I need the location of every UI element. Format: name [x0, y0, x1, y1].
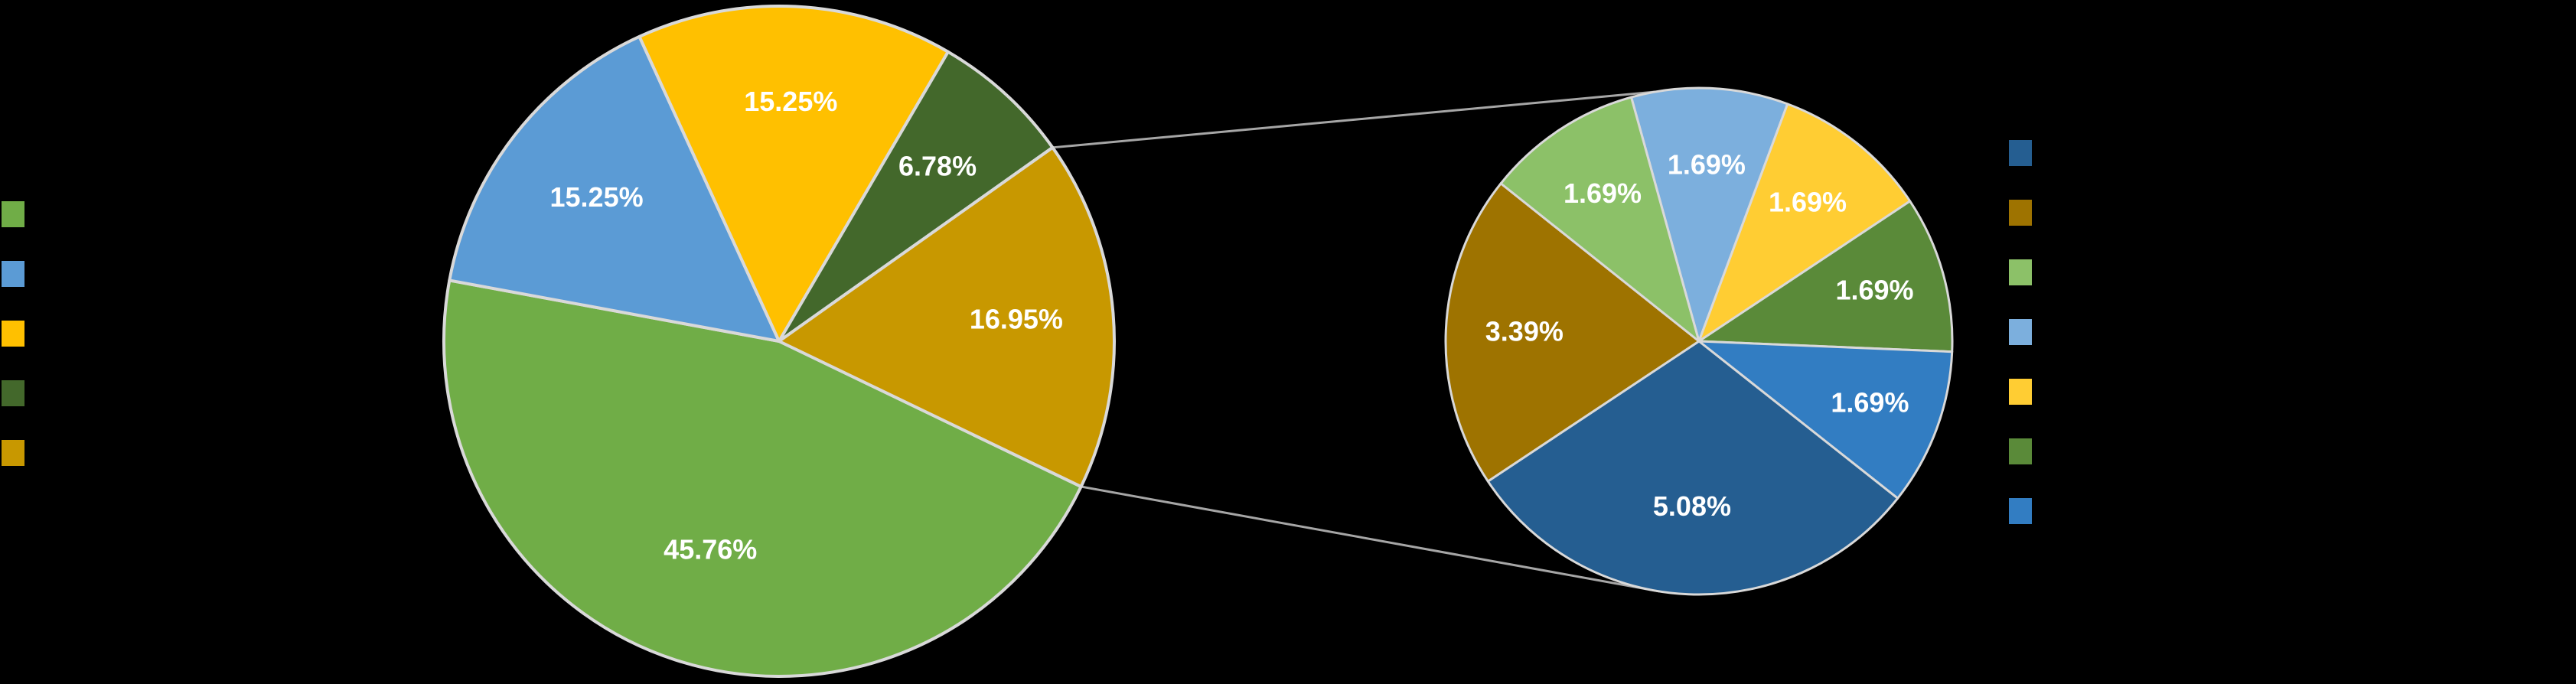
secondary-pie-data-label-2: 3.39% [1485, 316, 1564, 347]
connector-lines [1052, 90, 1660, 593]
main-pie [442, 5, 1116, 678]
main-pie-data-label-4: 6.78% [898, 150, 977, 181]
legend-main-swatch-3 [2, 321, 24, 347]
legend-secondary-swatch-3 [2009, 259, 2032, 285]
secondary-pie-data-label-1: 5.08% [1653, 490, 1731, 522]
main-pie-data-label-1: 45.76% [664, 533, 757, 565]
secondary-pie [1444, 86, 1954, 596]
main-pie-slice-1 [442, 278, 1083, 678]
legend-secondary-swatch-6 [2009, 438, 2032, 464]
secondary-pie-data-label-3: 1.69% [1564, 178, 1642, 209]
secondary-pie-slice-5 [1697, 103, 1912, 343]
secondary-pie-slice-3 [1499, 96, 1700, 343]
main-pie-data-label-2: 15.25% [550, 181, 644, 213]
legend-secondary-swatch-5 [2009, 379, 2032, 405]
legend-secondary-swatch-4 [2009, 319, 2032, 345]
legend-secondary-swatch-7 [2009, 498, 2032, 524]
main-pie-slice-2 [448, 34, 781, 343]
secondary-pie-data-label-6: 1.69% [1835, 274, 1913, 305]
secondary-pie-labels: 1.69% 1.69% 1.69% 1.69% 5.08% 3.39% 1.69% [1485, 148, 1914, 521]
main-pie-labels: 45.76% 15.25% 15.25% 6.78% 16.95% [550, 86, 1063, 565]
legend-secondary-swatch-1 [2009, 140, 2032, 166]
legend-main [2, 201, 24, 466]
secondary-pie-slice-6 [1697, 200, 1954, 353]
legend-secondary [2009, 140, 2032, 524]
secondary-pie-slice-1 [1486, 340, 1899, 596]
secondary-pie-slice-7 [1697, 340, 1954, 500]
connector-line-top [1052, 90, 1655, 149]
connector-line-bottom [1081, 485, 1660, 593]
secondary-pie-slice-4 [1630, 86, 1789, 343]
legend-secondary-swatch-2 [2009, 200, 2032, 226]
legend-main-swatch-4 [2, 380, 24, 406]
secondary-pie-slice-2 [1444, 182, 1700, 483]
main-pie-slice-5 [778, 145, 1116, 489]
main-pie-data-label-5: 16.95% [970, 303, 1063, 334]
secondary-pie-data-label-4: 1.69% [1668, 148, 1746, 180]
main-pie-slice-4 [778, 50, 1055, 343]
main-pie-data-label-3: 15.25% [744, 86, 837, 117]
secondary-pie-data-label-7: 1.69% [1831, 386, 1909, 418]
legend-main-swatch-5 [2, 440, 24, 466]
secondary-pie-data-label-5: 1.69% [1769, 187, 1847, 218]
main-pie-slice-3 [637, 5, 950, 343]
legend-main-swatch-1 [2, 201, 24, 227]
legend-main-swatch-2 [2, 261, 24, 287]
